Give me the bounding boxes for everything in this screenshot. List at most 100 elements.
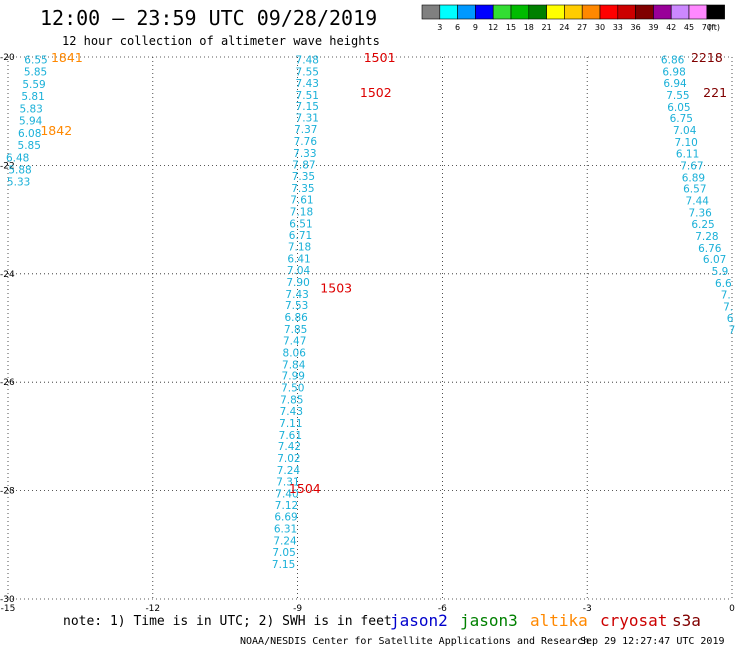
legend-swatch: [510, 4, 530, 20]
wave-height-value: 7.31: [296, 113, 319, 125]
pass-time-label: 1503: [320, 280, 352, 295]
wave-height-value: 7.35: [292, 171, 315, 183]
wave-height-value: 7: [729, 325, 736, 337]
legend-swatch: [421, 4, 441, 20]
wave-height-value: 8.06: [283, 347, 307, 359]
wave-height-value: 7.15: [296, 101, 319, 113]
y-tick-label: -20: [0, 53, 15, 63]
wave-height-value: 6.86: [661, 55, 685, 67]
legend-swatch: [635, 4, 654, 20]
legend-swatch: [546, 4, 565, 20]
wave-height-value: 7.35: [291, 183, 314, 195]
wave-height-value: 5.59: [22, 79, 45, 91]
wave-height-value: 7.: [721, 289, 731, 301]
wave-height-value: 6.75: [670, 113, 693, 125]
wave-height-value: 6.25: [691, 219, 714, 231]
wave-height-value: 7.76: [294, 136, 318, 148]
wave-height-value: 7.: [723, 301, 733, 313]
wave-height-value: 7.67: [680, 160, 703, 172]
legend-swatch: [439, 4, 458, 20]
x-tick-label: -12: [145, 604, 160, 614]
wave-height-value: 7.31: [276, 476, 299, 488]
wave-height-value: 7.48: [296, 55, 319, 67]
wave-height-value: 6.11: [676, 148, 699, 160]
wave-height-value: 6.94: [663, 78, 687, 90]
wave-height-value: 7.47: [283, 335, 306, 347]
legend-unit-label: (ft): [708, 23, 720, 32]
legend-swatch: [670, 4, 690, 20]
wave-height-value: 5.83: [19, 103, 42, 115]
legend-tick-label: 42: [666, 23, 676, 32]
y-tick-label: -26: [0, 378, 15, 388]
wave-height-value: 6.86: [284, 312, 308, 324]
wave-height-value: 6.89: [682, 172, 705, 184]
wave-height-value: 7.99: [282, 371, 305, 383]
wave-height-value: 5.88: [8, 165, 31, 177]
pass-time-label: 1841: [51, 50, 83, 65]
page-subtitle: 12 hour collection of altimeter wave hei…: [62, 34, 380, 48]
y-tick-label: -28: [0, 487, 15, 497]
y-tick-label: -24: [0, 270, 15, 280]
legend-tick-label: 24: [559, 23, 569, 32]
legend-swatch: [706, 4, 725, 20]
legend-tick-label: 70: [702, 23, 712, 32]
wave-height-value: 6.05: [667, 102, 690, 114]
satellite-legend: jason2 jason3 altika cryosat s3a: [390, 611, 701, 630]
wave-height-value: 6.07: [703, 254, 726, 266]
wave-height-value: 7.28: [695, 231, 718, 243]
wave-height-value: 7.37: [294, 124, 317, 136]
footnote: note: 1) Time is in UTC; 2) SWH is in fe…: [63, 614, 392, 629]
wave-height-value: 6.71: [289, 230, 312, 242]
wave-height-value: 5.85: [24, 67, 47, 79]
satellite-name: jason3: [460, 611, 518, 630]
wave-height-value: 7.43: [296, 78, 319, 90]
timestamp: Sep 29 12:27:47 UTC 2019: [580, 636, 725, 647]
y-tick-label: -22: [0, 161, 15, 171]
x-tick-label: -6: [438, 604, 447, 614]
wave-height-marks: 6.555.855.595.815.835.946.085.856.485.88…: [6, 50, 735, 571]
wave-height-value: 7.87: [292, 159, 315, 171]
legend-swatch: [492, 4, 512, 20]
wave-height-value: 7.51: [296, 90, 319, 102]
wave-height-value: 7.85: [280, 395, 303, 407]
satellite-name: cryosat: [600, 611, 667, 630]
pass-time-label: 2218: [691, 50, 723, 65]
wave-height-value: 5.9: [712, 266, 729, 278]
legend-tick-label: 15: [506, 23, 516, 32]
x-tick-label: -3: [583, 604, 592, 614]
credit-line: NOAA/NESDIS Center for Satellite Applica…: [240, 636, 589, 647]
wave-height-value: 6.08: [18, 128, 41, 140]
wave-height-value: 5.94: [19, 115, 43, 127]
wave-height-value: 7.90: [286, 277, 309, 289]
wave-height-value: 7.61: [290, 195, 313, 207]
wave-height-value: 6.41: [287, 254, 310, 266]
wave-height-value: 6.57: [683, 184, 706, 196]
satellite-name: s3a: [672, 611, 701, 630]
pass-time-label: 1842: [40, 123, 72, 138]
legend-tick-label: 12: [488, 23, 498, 32]
wave-height-value: 6.76: [698, 243, 722, 255]
wave-height-value: 6.48: [6, 152, 29, 164]
wave-height-value: 7.85: [284, 324, 307, 336]
wave-height-value: 7.10: [674, 137, 697, 149]
x-tick-label: -9: [293, 604, 302, 614]
legend-swatch: [528, 4, 547, 20]
color-scale-legend: 3 6 9 12 15 18 21 24 27 30 33 36 39 42 45 70(ft): [421, 4, 725, 32]
legend-swatch: [581, 4, 601, 20]
y-tick-label: -30: [0, 595, 15, 605]
wave-height-value: 7.11: [279, 418, 302, 430]
wave-height-value: 6.31: [274, 524, 297, 536]
wave-height-value: 7.15: [272, 559, 295, 571]
pass-time-label: 221: [703, 85, 727, 100]
wave-height-value: 7.33: [293, 148, 316, 160]
wave-height-value: 6.69: [274, 512, 297, 524]
wave-height-value: 7.42: [278, 441, 301, 453]
legend-tick-label: 39: [648, 23, 658, 32]
legend-tick-label: 45: [684, 23, 694, 32]
wave-height-value: 7.53: [285, 300, 308, 312]
wave-height-value: 7.61: [279, 430, 302, 442]
wave-height-value: 7.24: [277, 465, 301, 477]
grid-lines: [7, 56, 733, 600]
satellite-name: jason2: [390, 611, 448, 630]
page-title: 12:00 – 23:59 UTC 09/28/2019: [40, 6, 377, 30]
